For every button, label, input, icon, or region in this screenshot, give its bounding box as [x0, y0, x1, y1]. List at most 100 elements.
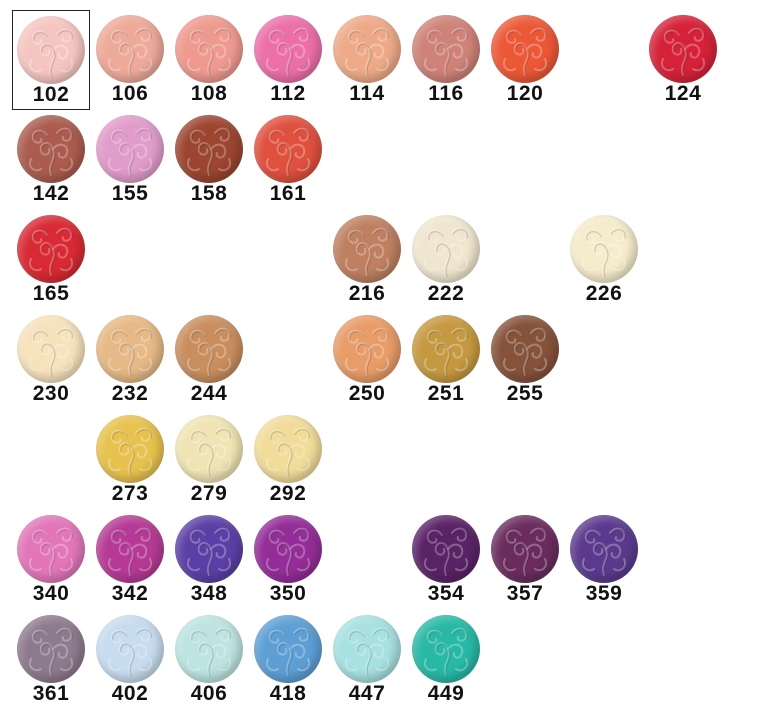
shade-code-label: 102 [32, 83, 70, 106]
swirl-emboss-icon [108, 527, 152, 577]
swirl-emboss-icon [187, 127, 231, 177]
shade-swatch-232[interactable]: 232 [91, 310, 169, 410]
shade-swatch-342[interactable]: 342 [91, 510, 169, 610]
shade-pan [412, 15, 480, 83]
shade-swatch-255[interactable]: 255 [486, 310, 564, 410]
swirl-emboss-icon [266, 627, 310, 677]
shade-pan [96, 15, 164, 83]
shade-code-label: 340 [32, 582, 70, 605]
shade-code-label: 361 [32, 682, 70, 705]
shade-swatch-418[interactable]: 418 [249, 610, 327, 710]
shade-pan [17, 215, 85, 283]
swirl-emboss-icon [424, 327, 468, 377]
shade-swatch-402[interactable]: 402 [91, 610, 169, 710]
shade-swatch-116[interactable]: 116 [407, 10, 485, 110]
shade-pan [254, 15, 322, 83]
shade-pan [254, 415, 322, 483]
swirl-emboss-icon [266, 427, 310, 477]
shade-swatch-106[interactable]: 106 [91, 10, 169, 110]
swirl-emboss-icon [582, 527, 626, 577]
shade-swatch-142[interactable]: 142 [12, 110, 90, 210]
shade-swatch-361[interactable]: 361 [12, 610, 90, 710]
shade-swatch-216[interactable]: 216 [328, 210, 406, 310]
swirl-emboss-icon [345, 227, 389, 277]
shade-pan [412, 315, 480, 383]
shade-swatch-447[interactable]: 447 [328, 610, 406, 710]
shade-pan [17, 115, 85, 183]
shade-pan [175, 315, 243, 383]
swirl-emboss-icon [108, 327, 152, 377]
shade-swatch-251[interactable]: 251 [407, 310, 485, 410]
shade-code-label: 406 [190, 682, 228, 705]
shade-swatch-449[interactable]: 449 [407, 610, 485, 710]
shade-pan [175, 415, 243, 483]
shade-pan [96, 415, 164, 483]
swirl-emboss-icon [29, 527, 73, 577]
shade-swatch-124[interactable]: 124 [644, 10, 722, 110]
shade-code-label: 106 [111, 82, 149, 105]
shade-swatch-108[interactable]: 108 [170, 10, 248, 110]
shade-pan [175, 615, 243, 683]
shade-swatch-354[interactable]: 354 [407, 510, 485, 610]
shade-swatch-250[interactable]: 250 [328, 310, 406, 410]
shade-swatch-222[interactable]: 222 [407, 210, 485, 310]
shade-code-label: 216 [348, 282, 386, 305]
shade-swatch-292[interactable]: 292 [249, 410, 327, 510]
shade-pan [254, 515, 322, 583]
swirl-emboss-icon [582, 227, 626, 277]
shade-code-label: 142 [32, 182, 70, 205]
shade-pan [412, 615, 480, 683]
shade-swatch-340[interactable]: 340 [12, 510, 90, 610]
swirl-emboss-icon [108, 127, 152, 177]
shade-code-label: 402 [111, 682, 149, 705]
shade-code-label: 116 [428, 82, 464, 105]
shade-code-label: 255 [506, 382, 544, 405]
shade-swatch-165[interactable]: 165 [12, 210, 90, 310]
shade-pan [175, 15, 243, 83]
shade-swatch-279[interactable]: 279 [170, 410, 248, 510]
shade-code-label: 449 [427, 682, 465, 705]
shade-swatch-350[interactable]: 350 [249, 510, 327, 610]
shade-swatch-359[interactable]: 359 [565, 510, 643, 610]
shade-pan [96, 615, 164, 683]
swirl-emboss-icon [29, 127, 73, 177]
shade-swatch-406[interactable]: 406 [170, 610, 248, 710]
swirl-emboss-icon [503, 527, 547, 577]
shade-code-label: 226 [585, 282, 623, 305]
shade-code-label: 124 [664, 82, 702, 105]
shade-pan [412, 215, 480, 283]
shade-swatch-226[interactable]: 226 [565, 210, 643, 310]
swirl-emboss-icon [29, 28, 73, 78]
shade-pan [333, 615, 401, 683]
shade-pan [175, 115, 243, 183]
swirl-emboss-icon [266, 527, 310, 577]
shade-code-label: 161 [269, 182, 307, 205]
shade-swatch-158[interactable]: 158 [170, 110, 248, 210]
swirl-emboss-icon [266, 27, 310, 77]
swirl-emboss-icon [187, 627, 231, 677]
shade-swatch-112[interactable]: 112 [249, 10, 327, 110]
shade-swatch-348[interactable]: 348 [170, 510, 248, 610]
shade-swatch-155[interactable]: 155 [91, 110, 169, 210]
shade-code-label: 342 [111, 582, 149, 605]
swirl-emboss-icon [424, 27, 468, 77]
shade-swatch-120[interactable]: 120 [486, 10, 564, 110]
shade-swatch-230[interactable]: 230 [12, 310, 90, 410]
shade-code-label: 354 [427, 582, 465, 605]
shade-swatch-273[interactable]: 273 [91, 410, 169, 510]
shade-swatch-114[interactable]: 114 [328, 10, 406, 110]
shade-pan [17, 315, 85, 383]
shade-swatch-102[interactable]: 102 [12, 10, 90, 110]
swirl-emboss-icon [424, 527, 468, 577]
shade-swatch-244[interactable]: 244 [170, 310, 248, 410]
swirl-emboss-icon [29, 227, 73, 277]
shade-swatch-357[interactable]: 357 [486, 510, 564, 610]
swirl-emboss-icon [187, 27, 231, 77]
shade-pan [96, 315, 164, 383]
shade-code-label: 108 [190, 82, 228, 105]
swirl-emboss-icon [108, 627, 152, 677]
shade-swatch-161[interactable]: 161 [249, 110, 327, 210]
swirl-emboss-icon [503, 27, 547, 77]
shade-pan [333, 15, 401, 83]
shade-pan [96, 115, 164, 183]
